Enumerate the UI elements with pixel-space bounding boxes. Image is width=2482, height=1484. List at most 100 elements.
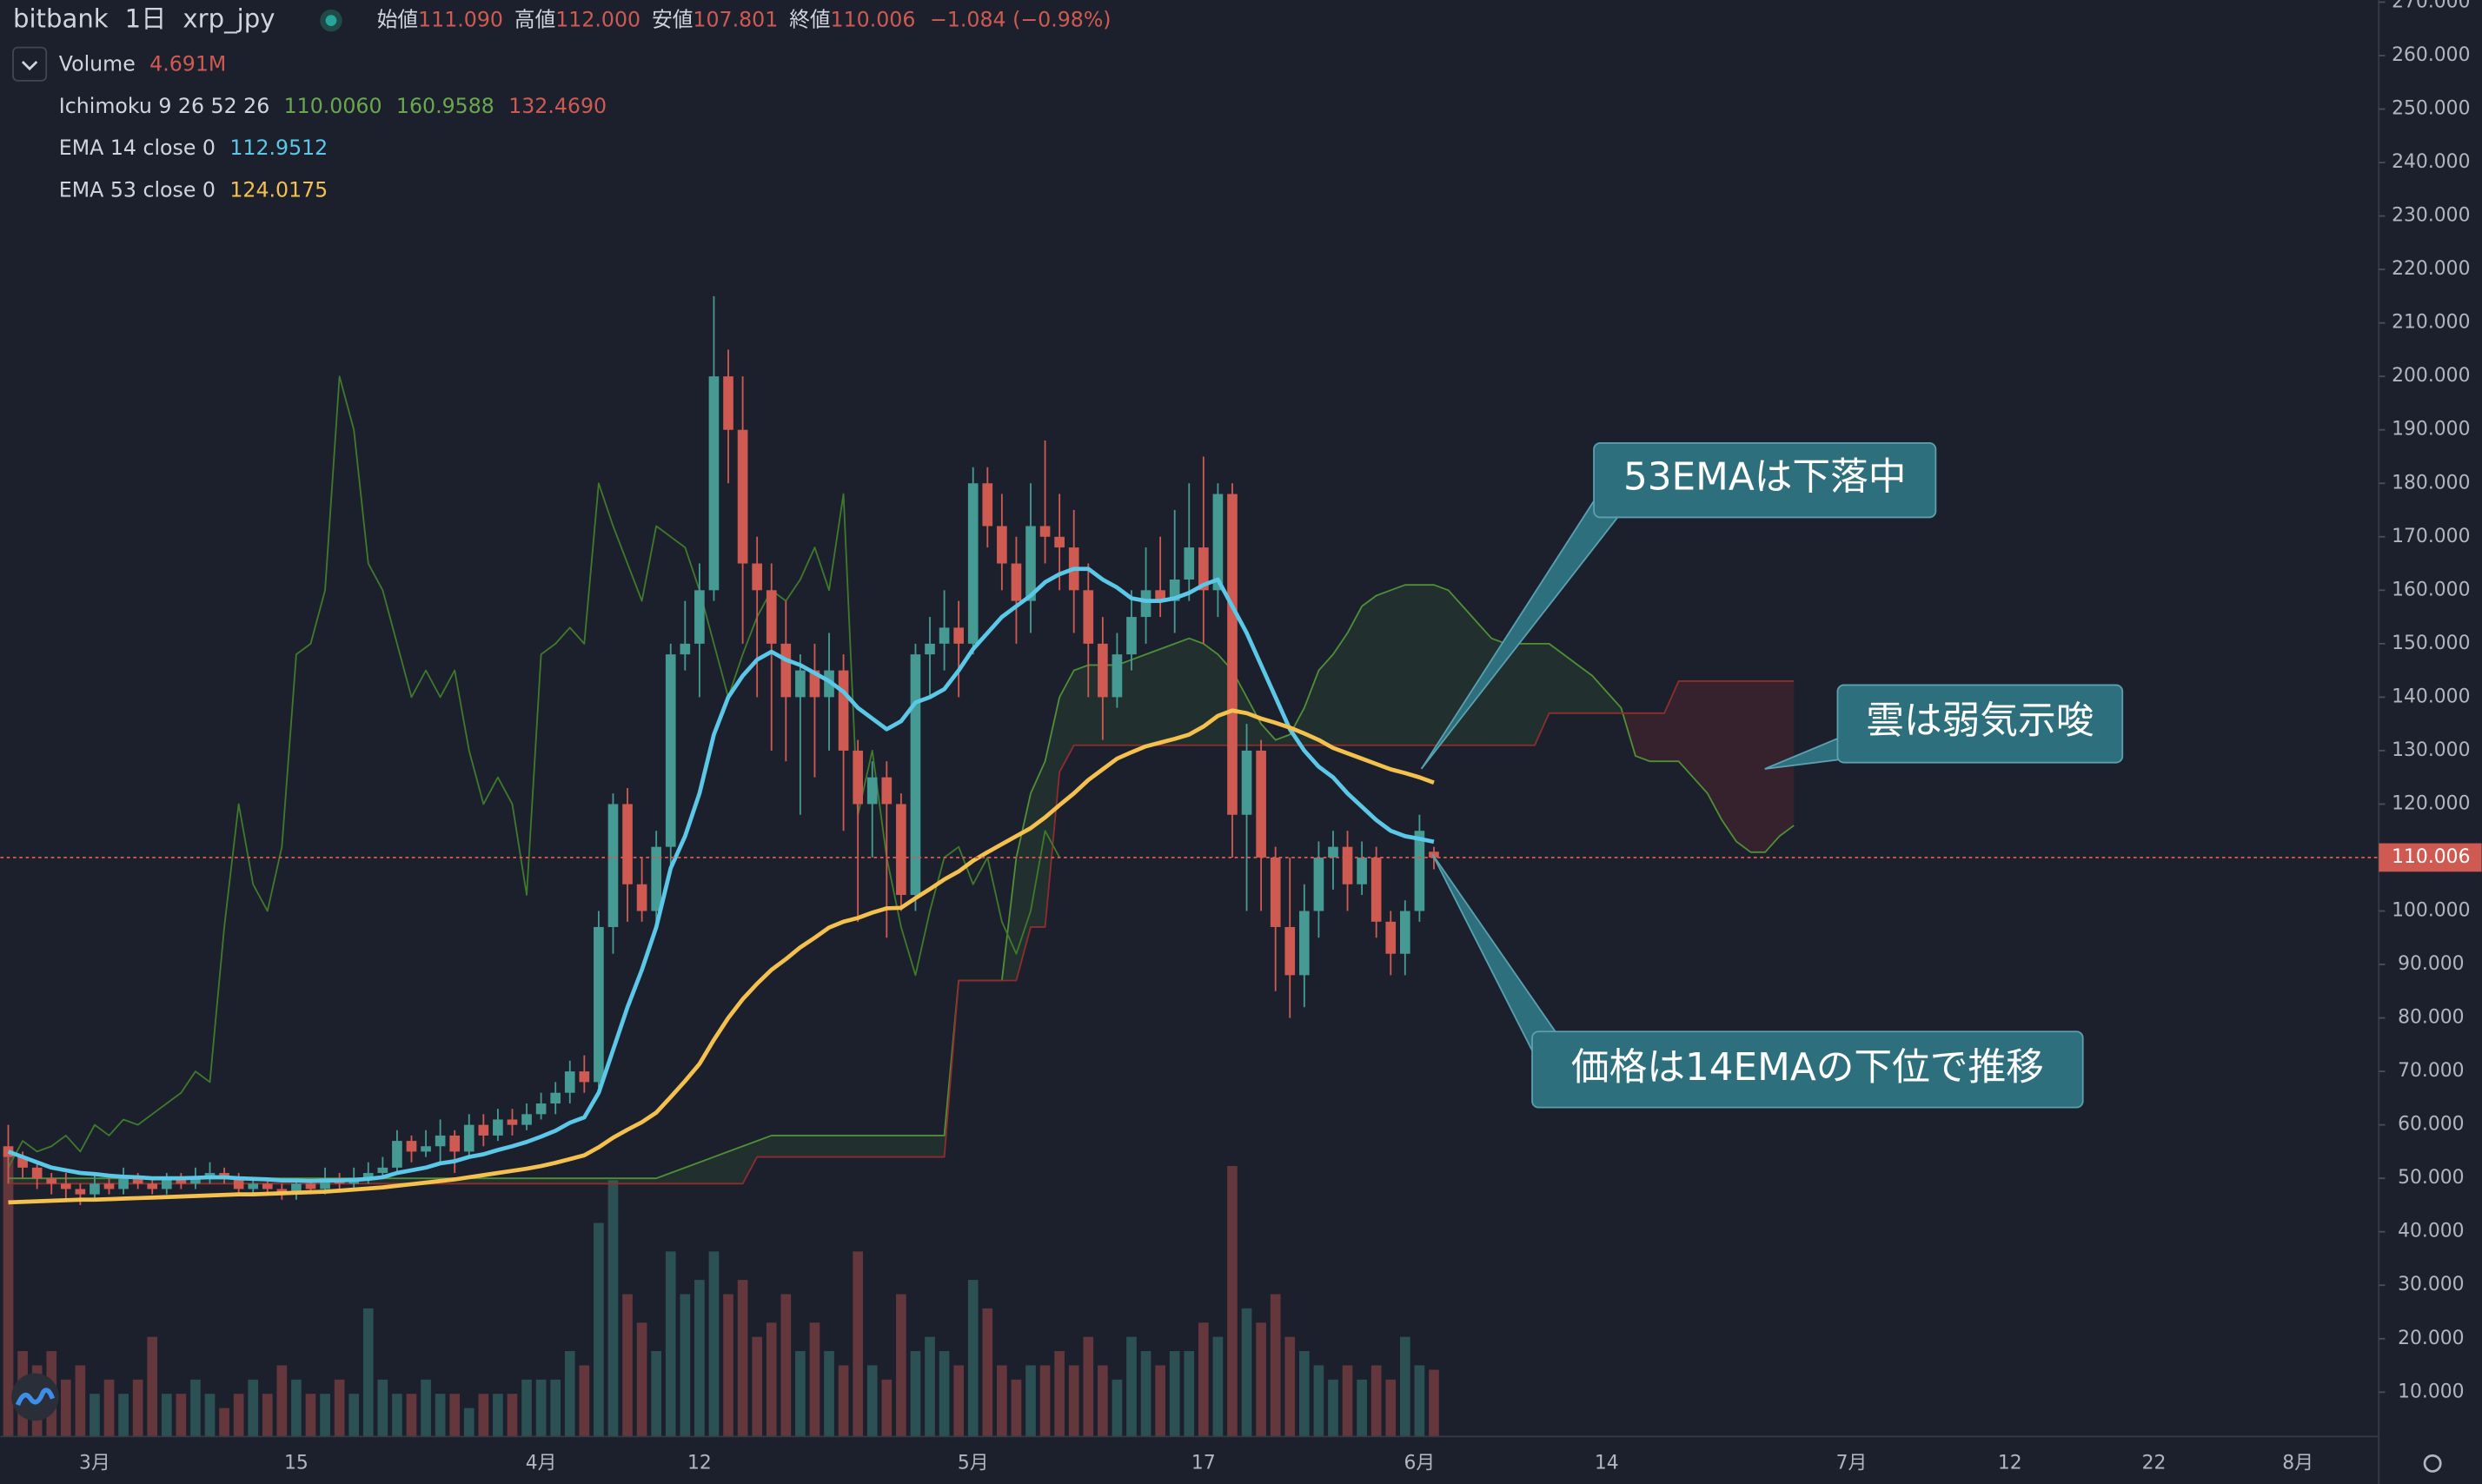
y-tick-label: 40.000	[2398, 1221, 2464, 1242]
legend-value: 160.9588	[396, 93, 494, 117]
candle-body	[1313, 857, 1324, 911]
candle-body	[31, 1167, 43, 1179]
legend-value: 110.0060	[284, 93, 382, 117]
cloud-fill	[699, 1156, 714, 1184]
volume-bar	[1083, 1336, 1094, 1437]
volume-bar	[925, 1336, 935, 1437]
cloud-fill	[1275, 734, 1291, 745]
last-price-box	[2379, 843, 2482, 872]
cloud-fill	[1664, 680, 1679, 762]
candle-body	[594, 926, 604, 1083]
candle-body	[881, 777, 893, 805]
candle-body	[1169, 580, 1180, 601]
volume-bar	[594, 1222, 604, 1437]
cloud-fill	[1735, 680, 1751, 852]
cloud-fill	[843, 1135, 859, 1157]
cloud-fill	[627, 1178, 642, 1184]
cloud-fill	[1390, 585, 1405, 745]
settings-icon[interactable]	[2423, 1454, 2442, 1473]
lagging-span	[7, 375, 1060, 1169]
cloud-fill	[8, 1178, 23, 1184]
y-tick-label: 220.000	[2392, 258, 2470, 280]
cloud-fill	[584, 1178, 599, 1184]
logo[interactable]	[11, 1373, 59, 1421]
volume-bar	[75, 1365, 86, 1437]
cloud-fill	[1189, 638, 1204, 745]
y-tick-label: 150.000	[2392, 633, 2470, 654]
volume-bar	[838, 1365, 849, 1437]
cloud-fill	[555, 1178, 570, 1184]
cloud-fill	[23, 1178, 37, 1184]
volume-bar	[421, 1379, 431, 1437]
cloud-fill	[1635, 712, 1650, 762]
volume-bar	[1025, 1365, 1036, 1437]
cloud-fill	[1332, 633, 1348, 745]
cloud-fill	[613, 1178, 628, 1184]
cloud-fill	[742, 1141, 758, 1184]
volume-bar	[1414, 1365, 1425, 1437]
candle-body	[1241, 750, 1252, 815]
y-tick-label: 180.000	[2392, 472, 2470, 494]
volume-bar	[1039, 1365, 1051, 1437]
y-tick-label: 70.000	[2398, 1060, 2464, 1082]
candle-body	[233, 1178, 244, 1189]
cloud-fill	[713, 1151, 729, 1184]
candle-body	[17, 1156, 28, 1168]
ema-line	[8, 708, 1435, 1205]
cloud-fill	[1174, 638, 1190, 745]
candle-body	[1270, 857, 1281, 927]
legend-value: 124.0175	[229, 177, 328, 202]
candle-body	[953, 627, 964, 644]
candle-body	[1083, 590, 1094, 644]
volume-bar	[853, 1251, 863, 1437]
cloud-fill	[1419, 585, 1434, 745]
candle-body	[1112, 654, 1123, 698]
y-tick-label: 190.000	[2392, 419, 2470, 441]
y-tick-label: 10.000	[2398, 1381, 2464, 1402]
volume-bar	[1400, 1336, 1410, 1437]
cloud-fill	[1059, 670, 1074, 772]
y-tick-label: 210.000	[2392, 312, 2470, 334]
candle-body	[449, 1135, 461, 1152]
candle-body	[248, 1183, 259, 1189]
volume-bar	[1184, 1351, 1195, 1437]
ohlc-label: 始値	[377, 7, 418, 31]
y-tick-label: 120.000	[2392, 792, 2470, 814]
volume-bar	[1140, 1351, 1151, 1437]
candle-body	[176, 1178, 187, 1184]
legend-entry: Volume 4.691M	[59, 51, 227, 76]
y-tick-label: 170.000	[2392, 526, 2470, 547]
volume-bar	[219, 1408, 229, 1437]
volume-bar	[161, 1394, 172, 1437]
candle-body	[997, 526, 1007, 564]
candle-body	[866, 777, 878, 805]
cloud-fill	[1261, 724, 1276, 745]
candle-body	[507, 1119, 518, 1125]
candle-body	[435, 1135, 446, 1147]
candle-body	[60, 1183, 71, 1189]
cloud-fill	[829, 1135, 844, 1157]
volume-bar	[766, 1322, 777, 1437]
cloud-fill	[1707, 680, 1722, 820]
collapse-button[interactable]	[12, 46, 48, 82]
cloud-fill	[728, 1146, 743, 1184]
volume-bar	[1054, 1351, 1065, 1437]
legend-value: 4.691M	[149, 51, 226, 76]
x-tick-label: 7月	[1836, 1452, 1868, 1474]
volume-bar	[1342, 1365, 1353, 1437]
candle-body	[1370, 857, 1382, 922]
volume-bar	[118, 1394, 129, 1437]
cloud-fill	[209, 1178, 225, 1184]
volume-bar	[1198, 1322, 1209, 1437]
cloud-fill	[771, 1135, 786, 1157]
candle-body	[1414, 831, 1425, 911]
y-tick-label: 260.000	[2392, 44, 2470, 66]
legend-value: 112.9512	[229, 136, 328, 160]
candle-body	[521, 1114, 532, 1125]
cloud-fill	[468, 1178, 484, 1184]
cloud-fill	[1203, 643, 1218, 745]
cloud-fill	[641, 1178, 657, 1184]
x-tick-label: 5月	[958, 1452, 989, 1474]
callout-box	[1836, 684, 2124, 764]
volume-bar	[1212, 1336, 1224, 1437]
